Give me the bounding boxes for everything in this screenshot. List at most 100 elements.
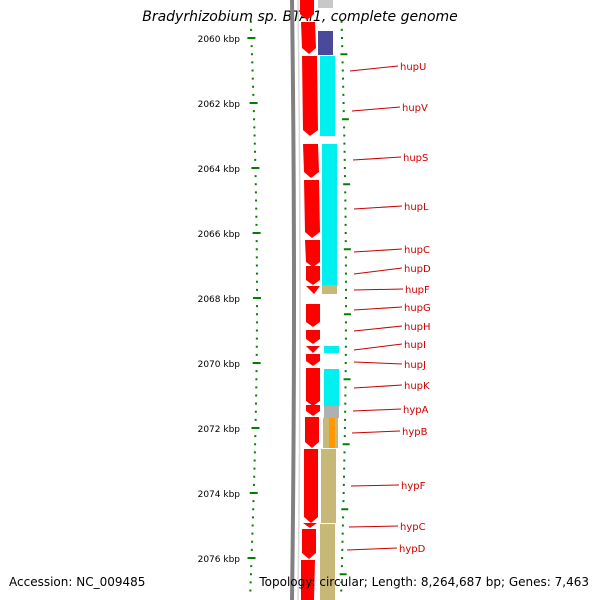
cog-segment (324, 346, 339, 353)
scale-tick (255, 353, 258, 356)
scale-tick (255, 264, 258, 267)
scale-tick (251, 69, 254, 72)
scale-tick (255, 215, 258, 218)
cog-segment (322, 144, 337, 285)
scale-ticks-left (247, 20, 261, 592)
scale-tick (344, 418, 347, 421)
gene-leader-line (349, 65, 399, 72)
scale-tick (255, 288, 258, 291)
cds-arrow (303, 144, 319, 178)
scale-tick (343, 183, 351, 186)
scale-tick (343, 142, 346, 145)
scale-tick (343, 175, 346, 178)
cds-track (300, 0, 320, 600)
cds-arrow (300, 0, 314, 20)
scale-label: 2062 kbp (198, 100, 241, 110)
scale-tick (252, 110, 255, 113)
gene-leader-line (352, 156, 402, 161)
gene-label-hupS: hupS (403, 153, 428, 164)
map-title: Bradyrhizobium sp. BTAi1, complete genom… (142, 9, 458, 25)
scale-tick (344, 410, 347, 413)
scale-tick (250, 548, 253, 551)
gene-leader-line (353, 306, 403, 311)
scale-tick (253, 118, 256, 121)
gene-leader-line (353, 267, 403, 275)
scale-tick (255, 321, 258, 324)
gene-leader-line (353, 325, 403, 332)
scale-tick (252, 500, 255, 503)
cds-arrow (304, 449, 318, 523)
scale-label: 2076 kbp (198, 555, 241, 565)
scale-tick (253, 142, 256, 145)
cds-arrow (306, 266, 320, 285)
scale-tick (255, 305, 258, 308)
scale-tick (341, 532, 344, 535)
scale-tick (255, 223, 258, 226)
scale-tick (343, 475, 346, 478)
scale-tick (341, 69, 344, 72)
cds-arrow (304, 180, 320, 238)
scale-tick (344, 207, 347, 210)
gene-leader-line (353, 361, 403, 365)
scale-tick (250, 53, 253, 56)
scale-tick (342, 85, 345, 88)
gene-leader-line (351, 430, 401, 434)
cds-arrow (306, 346, 320, 353)
scale-tick (341, 540, 344, 543)
gene-leader-line (353, 343, 403, 351)
gene-label-hypD: hypD (399, 544, 426, 555)
scale-tick (344, 370, 347, 373)
scale-tick (255, 337, 258, 340)
scale-tick (341, 45, 344, 48)
scale-tick (340, 581, 343, 584)
scale-tick (344, 337, 347, 340)
scale-tick (340, 37, 343, 39)
cds-arrow (302, 56, 318, 136)
scale-tick (343, 150, 346, 153)
scale-tick (343, 435, 346, 438)
scale-tick (342, 77, 345, 80)
scale-tick (255, 272, 258, 275)
scale-tick (252, 85, 255, 88)
scale-tick (252, 362, 261, 364)
scale-tick (249, 589, 252, 592)
genome-summary-text: Topology: circular; Length: 8,264,687 bp… (259, 575, 589, 589)
scale-tick (254, 158, 257, 161)
scale-tick (344, 394, 347, 397)
scale-tick (344, 215, 347, 218)
scale-tick (343, 134, 346, 137)
scale-tick (253, 126, 256, 129)
cds-arrow (306, 354, 320, 366)
gene-leader-line (353, 248, 403, 253)
scale-tick (251, 540, 254, 543)
scale-tick (255, 378, 258, 381)
cog-segment (324, 369, 339, 406)
scale-tick (340, 53, 348, 56)
scale-label: 2064 kbp (198, 165, 241, 175)
cds-arrow (306, 304, 320, 327)
scale-tick (251, 77, 254, 80)
cds-arrow (303, 523, 317, 528)
cog-segment (329, 418, 335, 448)
gene-leader-line (350, 484, 400, 487)
scale-tick (343, 459, 346, 462)
scale-tick (251, 516, 254, 519)
backbone-outer (290, 0, 296, 600)
scale-tick (255, 370, 258, 373)
scale-tick (255, 280, 258, 283)
scale-tick (344, 256, 347, 259)
scale-tick (254, 410, 257, 413)
scale-tick (255, 207, 258, 210)
cog-segment (318, 0, 333, 8)
scale-tick (253, 150, 256, 153)
cds-arrow (306, 368, 320, 406)
scale-tick (254, 418, 257, 421)
scale-tick (250, 45, 253, 48)
gene-label-hupL: hupL (404, 202, 429, 213)
cds-arrow (306, 405, 320, 416)
gene-leader-line (353, 288, 404, 291)
cog-segment (318, 31, 333, 55)
scale-tick (255, 394, 258, 397)
scale-tick (255, 345, 258, 348)
scale-tick (341, 118, 349, 121)
